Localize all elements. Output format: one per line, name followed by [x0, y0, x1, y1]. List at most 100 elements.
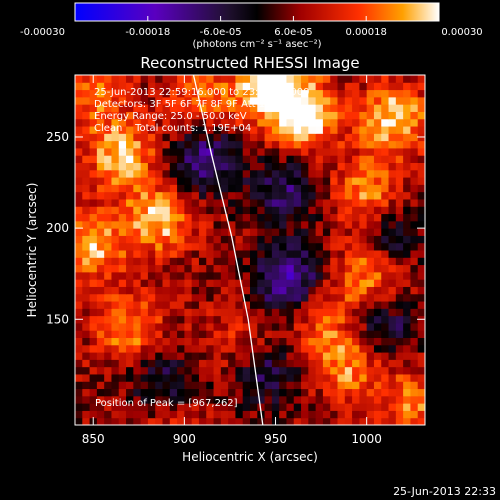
heatmap-cell [162, 410, 171, 419]
heatmap-cell [301, 417, 309, 425]
heatmap-cell [337, 279, 346, 287]
heatmap-cell [126, 366, 134, 375]
heatmap-cell [344, 403, 353, 411]
heatmap-cell [301, 344, 309, 353]
heatmap-cell [403, 293, 411, 302]
heatmap-cell [155, 250, 163, 258]
heatmap-cell [373, 228, 382, 236]
heatmap-cell [82, 111, 91, 120]
heatmap-cell [89, 250, 98, 258]
heatmap-cell [162, 381, 171, 390]
heatmap-cell [381, 126, 390, 134]
heatmap-cell [111, 140, 120, 149]
heatmap-cell [264, 104, 273, 112]
heatmap-cell [315, 89, 324, 98]
heatmap-cell [96, 366, 105, 375]
heatmap-cell [366, 140, 375, 149]
heatmap-cell [177, 191, 185, 200]
heatmap-cell [155, 82, 163, 91]
heatmap-cell [366, 147, 375, 156]
heatmap-cell [388, 381, 397, 390]
heatmap-cell [308, 177, 317, 185]
heatmap-cell [264, 293, 273, 302]
heatmap-cell [242, 104, 251, 112]
heatmap-cell [111, 155, 120, 163]
plot-frame [74, 74, 426, 426]
heatmap-cell [140, 126, 149, 134]
heatmap-cell [366, 373, 375, 382]
heatmap-cell [271, 403, 280, 411]
heatmap-cell [133, 373, 142, 382]
heatmap-cell [242, 75, 251, 83]
heatmap-cell [410, 133, 419, 142]
heatmap-cell [162, 293, 171, 302]
heatmap-cell [373, 82, 382, 91]
heatmap-cell [133, 271, 142, 280]
heatmap-cell [417, 147, 425, 156]
heatmap-cell [235, 206, 244, 215]
annotation-time-range: 25-Jun-2013 22:59:16.000 to 23:04:18.000 [94, 87, 310, 98]
heatmap-cell [213, 235, 222, 244]
heatmap-cell [140, 242, 149, 251]
heatmap-cell [322, 104, 331, 112]
heatmap-cell [315, 213, 324, 222]
heatmap-cell [126, 126, 134, 134]
heatmap-cell [82, 140, 91, 149]
heatmap-cell [381, 228, 390, 236]
heatmap-cell [271, 264, 280, 273]
heatmap-cell [220, 381, 229, 390]
heatmap-cell [373, 337, 382, 346]
heatmap-cell [337, 395, 346, 404]
heatmap-cell [118, 169, 127, 178]
heatmap-cell [395, 271, 404, 280]
heatmap-cell [352, 75, 360, 83]
heatmap-cell [395, 155, 404, 163]
heatmap-cell [403, 337, 411, 346]
heatmap-cell [330, 126, 338, 134]
heatmap-cell [111, 228, 120, 236]
heatmap-cell [410, 140, 419, 149]
heatmap-cell [373, 198, 382, 207]
heatmap-cell [410, 177, 419, 185]
heatmap-cell [293, 213, 302, 222]
heatmap-cell [250, 308, 258, 317]
heatmap-cell [271, 257, 280, 266]
heatmap-cell [315, 337, 324, 346]
heatmap-cell [388, 191, 397, 200]
heatmap-cell [301, 96, 309, 105]
heatmap-cell [381, 198, 390, 207]
heatmap-cell [257, 359, 266, 368]
heatmap-cell [344, 126, 353, 134]
heatmap-cell [82, 271, 91, 280]
heatmap-cell [403, 359, 411, 368]
heatmap-cell [184, 213, 193, 222]
footer-timestamp: 25-Jun-2013 22:33 [393, 485, 496, 498]
heatmap-cell [322, 235, 331, 244]
heatmap-cell [264, 111, 273, 120]
heatmap-cell [169, 395, 178, 404]
heatmap-cell [395, 381, 404, 390]
heatmap-cell [286, 162, 295, 171]
heatmap-cell [308, 373, 317, 382]
heatmap-cell [184, 381, 193, 390]
heatmap-cell [337, 257, 346, 266]
heatmap-cell [220, 133, 229, 142]
heatmap-cell [89, 228, 98, 236]
heatmap-cell [250, 177, 258, 185]
heatmap-cell [293, 366, 302, 375]
heatmap-cell [366, 228, 375, 236]
heatmap-cell [293, 359, 302, 368]
heatmap-cell [301, 242, 309, 251]
heatmap-cell [330, 410, 338, 419]
heatmap-cell [96, 155, 105, 163]
heatmap-cell [271, 155, 280, 163]
heatmap-cell [235, 126, 244, 134]
heatmap-cell [75, 75, 83, 83]
heatmap-cell [75, 206, 83, 215]
heatmap-cell [126, 228, 134, 236]
x-tick-label: 950 [264, 432, 287, 446]
heatmap-cell [162, 96, 171, 105]
heatmap-cell [279, 118, 287, 127]
heatmap-cell [96, 395, 105, 404]
heatmap-cell [213, 417, 222, 425]
